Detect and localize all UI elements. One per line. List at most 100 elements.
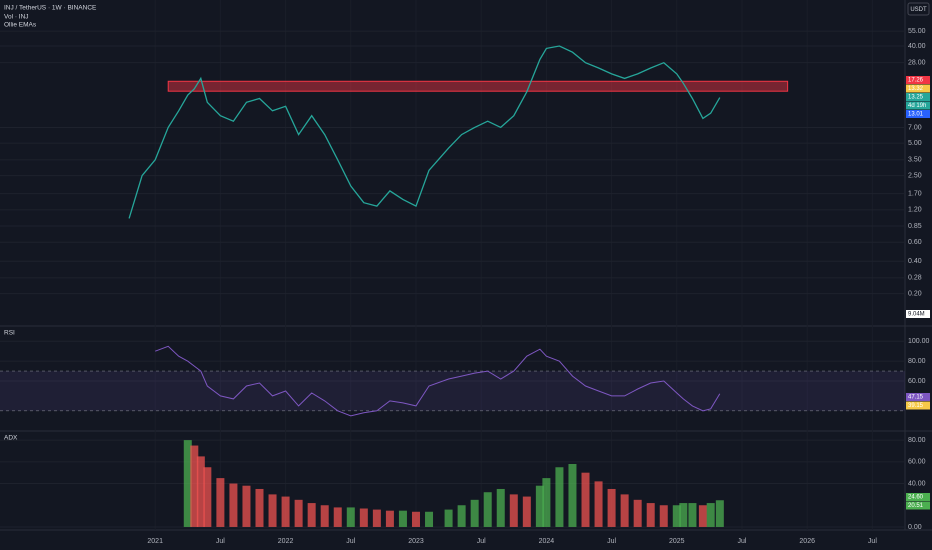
currency-label[interactable]: USDT [910, 7, 927, 13]
time-tick-label: Jul [607, 538, 616, 545]
volume-tag-label: 9.04M [908, 312, 925, 318]
adx-bar [509, 494, 518, 527]
price-tick-label: 0.28 [908, 275, 922, 282]
adx-bar [568, 464, 577, 527]
adx-bar [281, 496, 290, 527]
adx-bar [385, 510, 394, 527]
adx-bar [411, 511, 420, 527]
rsi-title: RSI [4, 330, 15, 337]
time-tick-label: Jul [216, 538, 225, 545]
adx-title: ADX [4, 435, 18, 442]
adx-bar [646, 503, 655, 527]
price-tick-label: 0.00 [908, 524, 922, 531]
price-tick-label: 3.50 [908, 157, 922, 164]
adx-bar [183, 440, 192, 527]
price-line [128, 45, 721, 219]
adx-bar [483, 492, 492, 527]
adx-bar [659, 505, 668, 527]
price-tick-label: 40.00 [908, 480, 926, 487]
price-tag [906, 493, 930, 501]
indicator-legend: Ollie EMAs [4, 22, 37, 29]
price-tick-label: 0.60 [908, 239, 922, 246]
time-tick-label: Jul [738, 538, 747, 545]
price-tick-label: 5.00 [908, 140, 922, 147]
rsi-line [155, 345, 721, 417]
price-tick-label: 60.00 [908, 459, 926, 466]
adx-bar [607, 488, 616, 527]
price-tick-label: 1.20 [908, 207, 922, 214]
price-tag-label: 20.51 [908, 503, 924, 509]
adx-bar [620, 494, 629, 527]
adx-bar [672, 505, 681, 527]
adx-bar [203, 467, 212, 527]
adx-bar [190, 445, 199, 527]
adx-bar [688, 503, 697, 527]
price-tick-label: 0.40 [908, 258, 922, 265]
adx-bar [594, 481, 603, 527]
adx-bar [216, 478, 225, 527]
currency-button[interactable] [907, 2, 930, 16]
adx-bar [542, 478, 551, 527]
price-tick-label: 40.00 [908, 43, 926, 50]
time-tick-label: 2021 [147, 538, 163, 545]
time-tick-label: Jul [477, 538, 486, 545]
price-tag [906, 84, 930, 93]
price-tag [906, 101, 930, 110]
symbol-title: INJ / TetherUS · 1W · BINANCE [4, 5, 97, 12]
price-tick-label: 0.20 [908, 290, 922, 297]
time-tick-label: Jul [346, 538, 355, 545]
price-tag [906, 401, 930, 410]
adx-bar [294, 499, 303, 527]
price-tick-label: 60.00 [908, 378, 926, 385]
time-tick-label: Jul [868, 538, 877, 545]
price-tag-label: 13.32 [908, 86, 924, 92]
price-tag-label: 47.15 [908, 395, 924, 401]
price-tag-label: 4d 19h [908, 103, 926, 109]
time-tick-label: 2024 [539, 538, 555, 545]
adx-bar [679, 503, 688, 527]
price-tick-label: 2.50 [908, 172, 922, 179]
price-tick-label: 80.00 [908, 437, 926, 444]
adx-bar [320, 505, 329, 527]
time-tick-label: 2026 [799, 538, 815, 545]
adx-bar [359, 508, 368, 527]
price-tick-label: 1.70 [908, 190, 922, 197]
adx-bar [581, 472, 590, 527]
rsi-band [0, 371, 905, 411]
price-tag [906, 501, 930, 510]
resistance-zone [167, 80, 789, 92]
price-tag [906, 76, 930, 84]
price-tag-label: 13.01 [908, 112, 924, 118]
price-tag-label: 24.60 [908, 495, 924, 501]
price-tag-label: 39.15 [908, 403, 924, 409]
adx-bar [333, 507, 342, 527]
price-tick-label: 100.00 [908, 338, 930, 345]
adx-bar [398, 510, 407, 527]
adx-bar [522, 496, 531, 527]
price-tick-label: 7.00 [908, 124, 922, 131]
price-tag [906, 393, 930, 401]
price-tick-label: 0.85 [908, 223, 922, 230]
adx-bar [255, 488, 264, 527]
time-tick-label: 2025 [669, 538, 685, 545]
adx-bar [242, 485, 251, 527]
price-tag-label: 17.26 [908, 78, 924, 84]
adx-bar [346, 507, 355, 527]
adx-bar [372, 509, 381, 527]
price-tag [906, 93, 930, 101]
volume-tag [906, 310, 930, 318]
price-tick-label: 80.00 [908, 358, 926, 365]
price-tag [906, 110, 930, 118]
price-tick-label: 55.00 [908, 28, 926, 35]
price-tag-label: 13.25 [908, 95, 924, 101]
adx-bar [715, 500, 724, 527]
adx-bar [268, 494, 277, 527]
adx-bar [496, 488, 505, 527]
adx-bar [706, 503, 715, 527]
adx-bar [196, 456, 205, 527]
time-tick-label: 2022 [278, 538, 294, 545]
adx-bar [535, 485, 544, 527]
adx-bar [444, 509, 453, 527]
adx-bar [698, 505, 707, 527]
adx-bar [229, 483, 238, 527]
